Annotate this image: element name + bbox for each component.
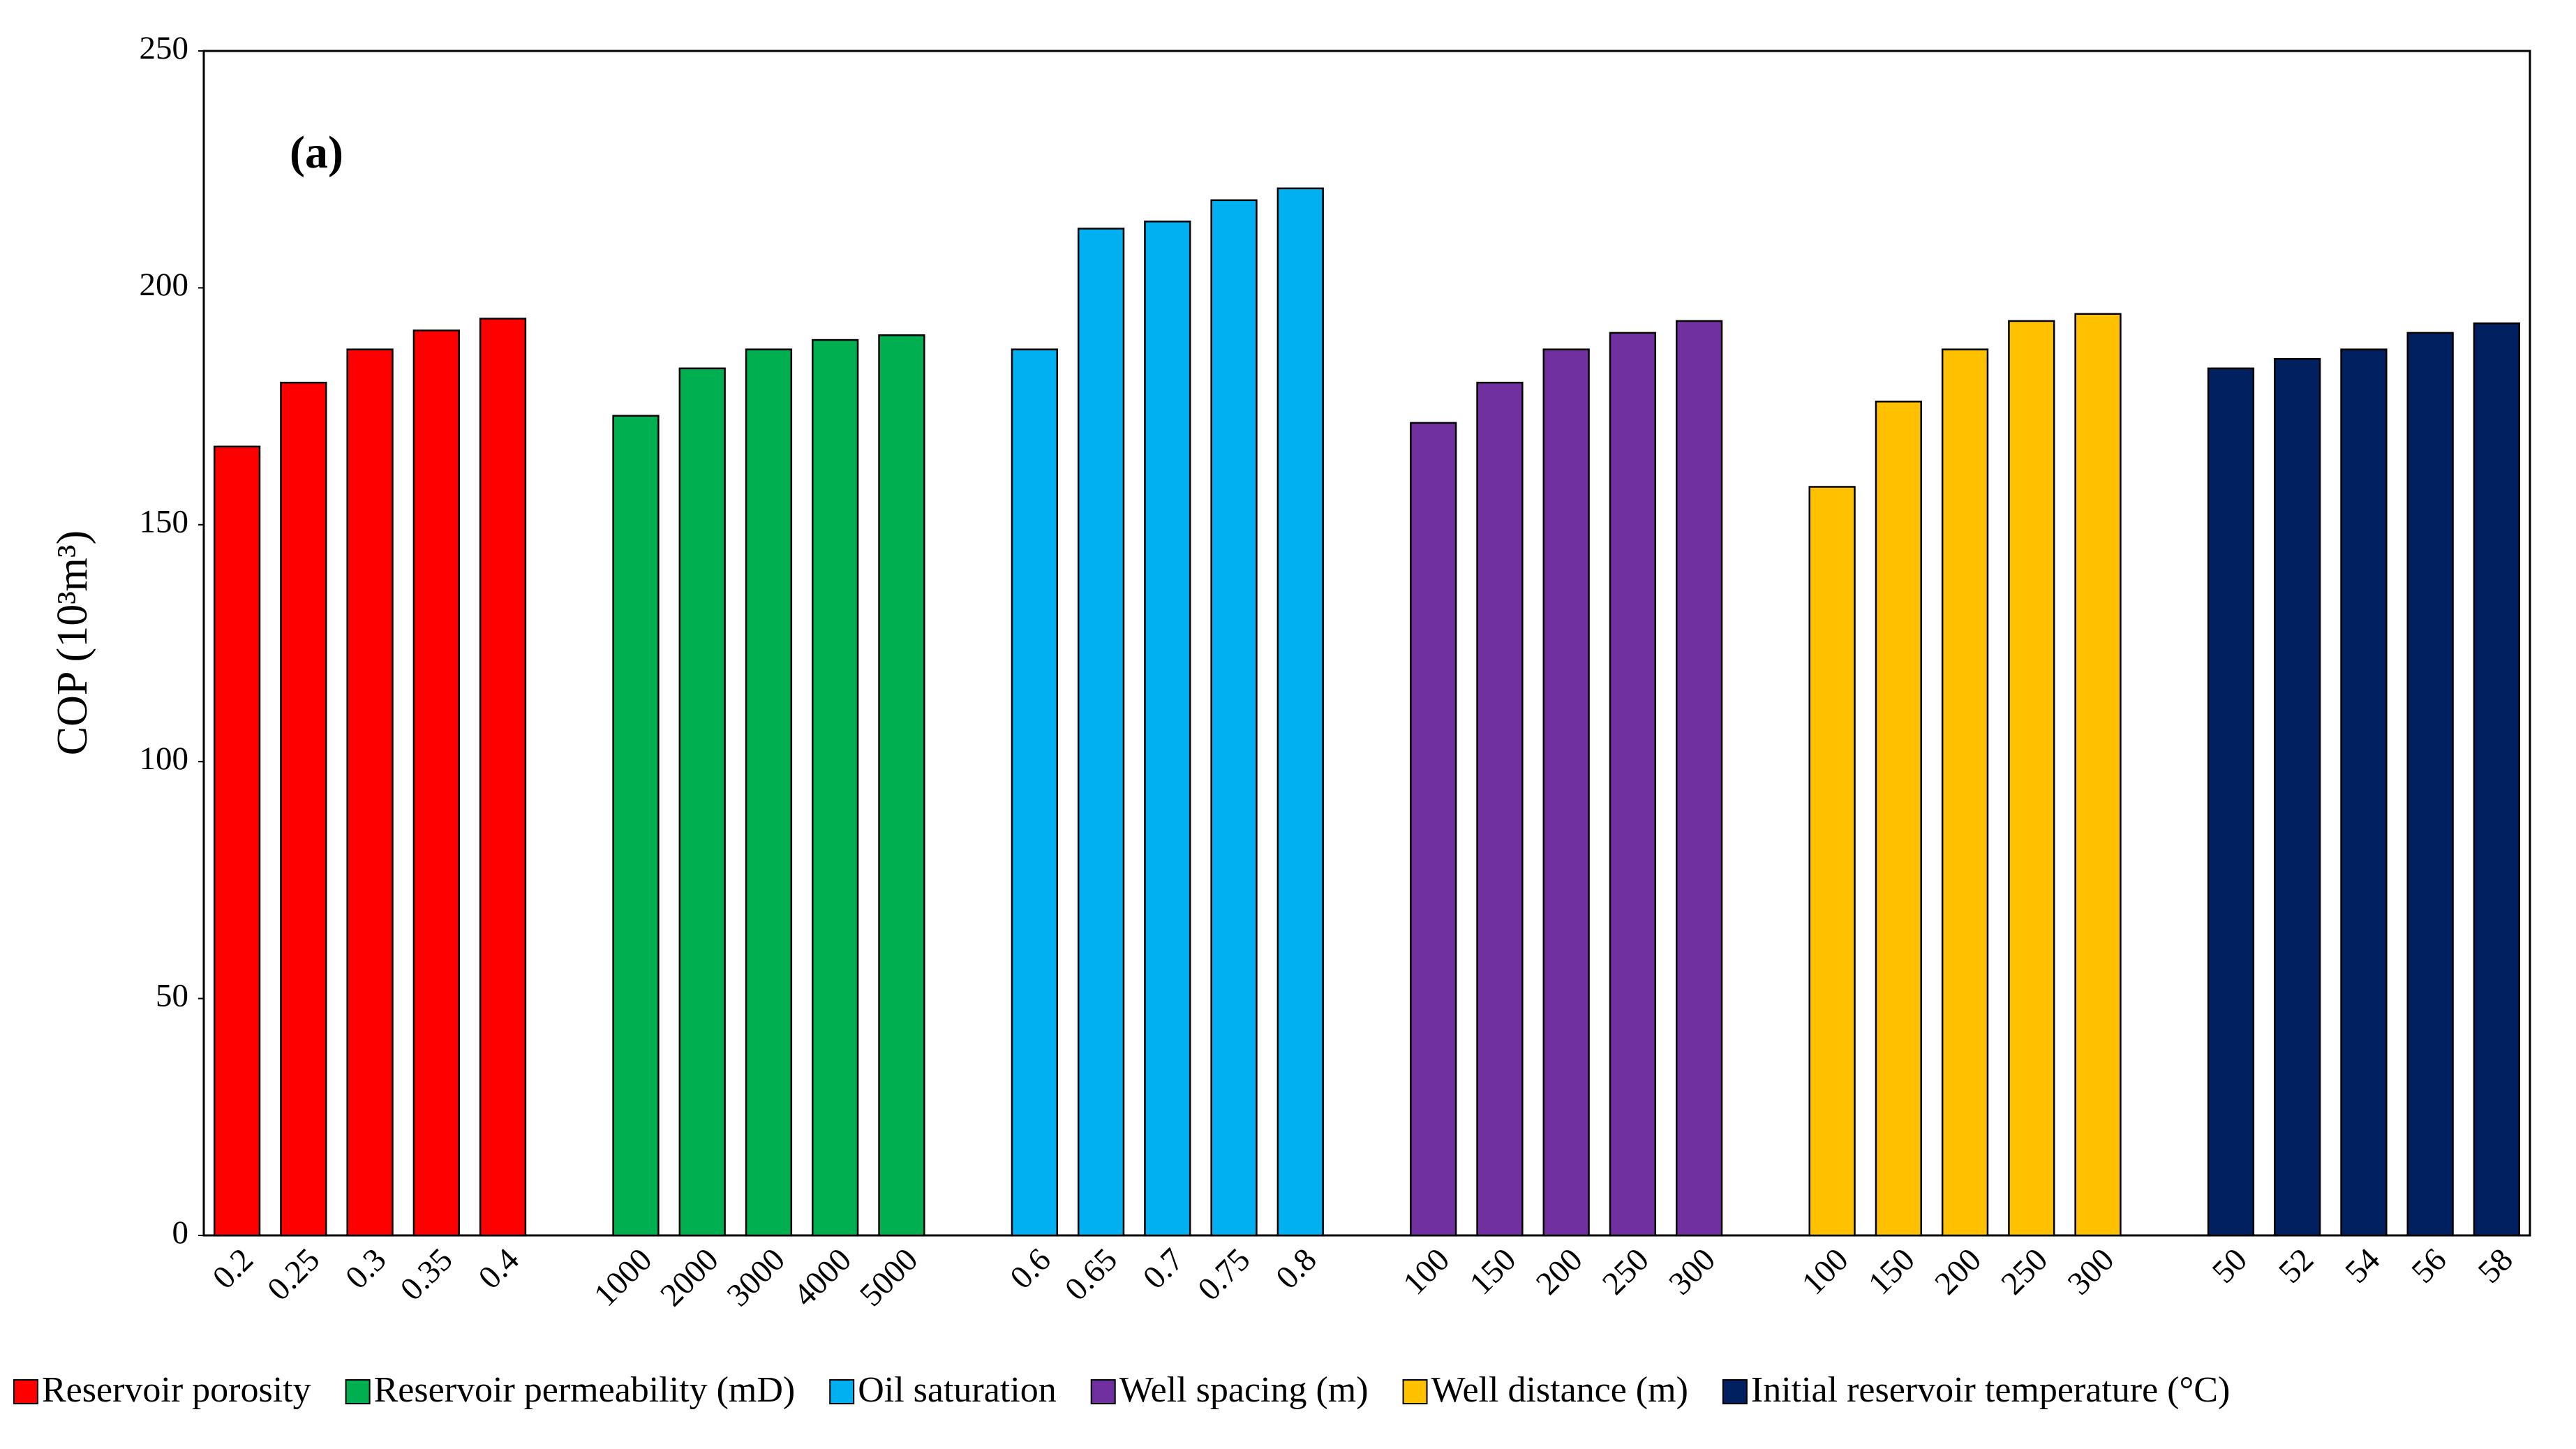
y-tick-label: 250 (140, 30, 189, 66)
bar (1676, 320, 1723, 1237)
legend-label: Well spacing (m) (1119, 1370, 1369, 1410)
bar (2406, 332, 2454, 1237)
bar (1011, 348, 1058, 1237)
bar (2008, 320, 2055, 1237)
legend-swatch (13, 1379, 38, 1404)
legend-swatch (345, 1379, 371, 1404)
plot-frame (202, 50, 2531, 1237)
bar (678, 367, 726, 1237)
bar (2207, 367, 2255, 1237)
bar (1276, 187, 1324, 1237)
y-tick-label: 0 (172, 1214, 189, 1251)
bar (1808, 486, 1856, 1237)
legend-label: Reservoir porosity (42, 1370, 311, 1410)
y-axis-label: COP (10³m³) (49, 530, 96, 756)
bar (346, 348, 394, 1237)
legend-label: Oil saturation (858, 1370, 1057, 1410)
bar (1941, 348, 1989, 1237)
bar (2074, 313, 2122, 1237)
panel-label: (a) (290, 127, 343, 178)
bar (280, 381, 327, 1237)
bar (412, 329, 460, 1237)
y-tick-label: 50 (156, 977, 188, 1013)
bar (213, 445, 261, 1237)
bar (479, 318, 527, 1237)
bar (812, 339, 859, 1237)
legend-swatch (1722, 1379, 1748, 1404)
bar (2340, 348, 2388, 1237)
bar (1476, 381, 1524, 1237)
legend-swatch (1090, 1379, 1116, 1404)
bar (1609, 332, 1657, 1237)
legend-swatch (829, 1379, 855, 1404)
legend-label: Reservoir permeability (mD) (374, 1370, 796, 1410)
bar (1542, 348, 1590, 1237)
y-tick-label: 150 (140, 504, 189, 540)
bar (2274, 357, 2321, 1237)
bar (1410, 422, 1457, 1237)
legend-label: Initial reservoir temperature (°C) (1751, 1370, 2230, 1410)
bar (1077, 228, 1125, 1237)
legend-label: Well distance (m) (1431, 1370, 1688, 1410)
bar (878, 334, 925, 1237)
bar (745, 348, 793, 1237)
y-tick-label: 200 (140, 267, 189, 303)
bar (612, 415, 660, 1237)
legend-swatch (1402, 1379, 1428, 1404)
bar (2473, 322, 2521, 1237)
y-tick-label: 100 (140, 741, 189, 777)
bar (1210, 199, 1258, 1237)
bar (1144, 221, 1191, 1237)
bar (1875, 401, 1922, 1237)
